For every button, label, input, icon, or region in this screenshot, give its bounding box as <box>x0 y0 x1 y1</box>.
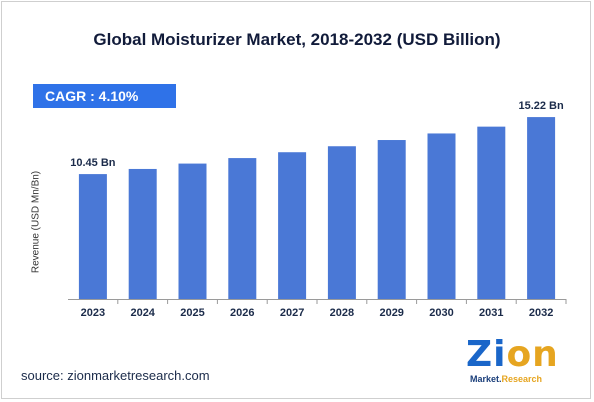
logo-wordmark: Zion <box>466 334 559 375</box>
bar-2029 <box>377 140 406 299</box>
bar-2024 <box>128 168 157 299</box>
x-tick-label: 2029 <box>379 307 403 319</box>
x-tick-label: 2026 <box>230 307 254 319</box>
x-tick-label: 2027 <box>280 307 304 319</box>
data-label: 15.22 Bn <box>518 100 564 112</box>
logo-subtitle: Market.Research <box>470 374 543 384</box>
data-label: 10.45 Bn <box>70 157 116 169</box>
bar-2031 <box>477 126 506 299</box>
bar-2025 <box>178 163 207 299</box>
chart-title: Global Moisturizer Market, 2018-2032 (US… <box>93 30 501 49</box>
x-tick-label: 2025 <box>180 307 204 319</box>
x-tick-label: 2028 <box>330 307 354 319</box>
bar-2030 <box>427 133 456 299</box>
source-text: source: zionmarketresearch.com <box>21 368 210 383</box>
bar-2027 <box>278 152 307 299</box>
x-tick-label: 2031 <box>479 307 503 319</box>
bar-2026 <box>228 158 257 299</box>
x-tick-label: 2032 <box>529 307 553 319</box>
x-tick-label: 2023 <box>81 307 105 319</box>
x-tick-label: 2030 <box>429 307 453 319</box>
zion-logo: Zion Market.Research <box>466 334 576 388</box>
cagr-badge: CAGR : 4.10% <box>33 84 176 108</box>
bar-2023 <box>78 174 107 299</box>
bar-2032 <box>527 117 556 299</box>
x-tick-label: 2024 <box>130 307 155 319</box>
bar-2028 <box>327 146 356 299</box>
